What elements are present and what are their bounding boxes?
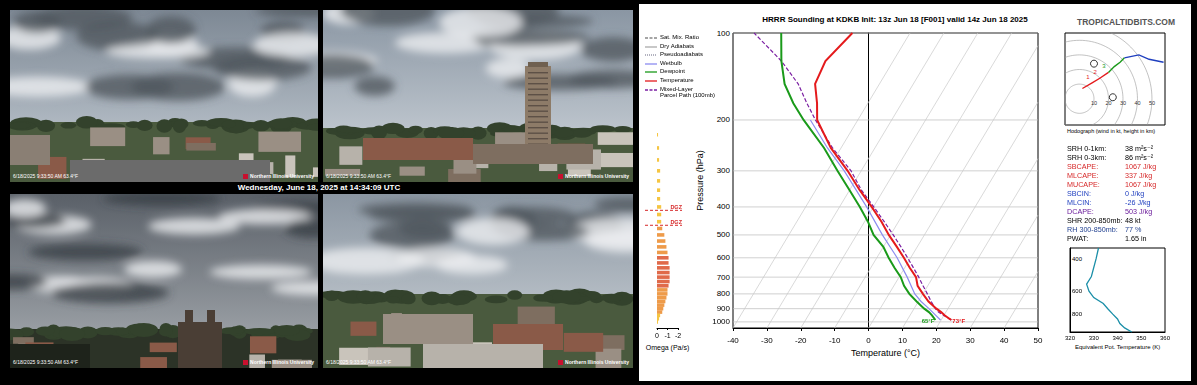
html-text:Wetbulb: Wetbulb (660, 59, 682, 66)
svg-text:50: 50 (1149, 100, 1155, 106)
svg-text:Equivalent Pot. Temperature (K: Equivalent Pot. Temperature (K) (1075, 344, 1160, 350)
svg-text:900: 900 (717, 304, 731, 313)
svg-text:Omega (Pa/s): Omega (Pa/s) (646, 344, 690, 352)
svg-text:50: 50 (1034, 336, 1043, 345)
html-text:86 m²s⁻²: 86 m²s⁻² (1125, 153, 1154, 162)
html-text:0 J/kg: 0 J/kg (1125, 189, 1145, 198)
svg-text:10: 10 (1091, 100, 1097, 106)
svg-text:40: 40 (1000, 336, 1009, 345)
html-text:6/18/2025 9:33:50 AM 63.4°F: 6/18/2025 9:33:50 AM 63.4°F (13, 173, 79, 179)
html-text:Northern Illinois University: Northern Illinois University (565, 359, 629, 365)
html-text:MLCAPE:: MLCAPE: (1067, 171, 1099, 180)
svg-text:65°F: 65°F (922, 318, 935, 324)
html-text:SBCIN:: SBCIN: (1067, 189, 1091, 198)
svg-text:800: 800 (1072, 311, 1083, 317)
html-text:503 J/kg: 503 J/kg (1125, 207, 1153, 216)
svg-text:30: 30 (966, 336, 975, 345)
svg-text:500: 500 (717, 230, 731, 239)
html-text:MUCAPE:: MUCAPE: (1067, 180, 1100, 189)
svg-text:20: 20 (1105, 100, 1111, 106)
html-text:SBCAPE:: SBCAPE: (1067, 162, 1099, 171)
html-text:-26 J/kg: -26 J/kg (1125, 198, 1151, 207)
svg-text:340: 340 (1112, 335, 1123, 341)
svg-text:600: 600 (717, 253, 731, 262)
html-text:6/18/2025 9:33:50 AM 63.4°F: 6/18/2025 9:33:50 AM 63.4°F (13, 359, 79, 365)
html-text:Mixed-Layer Parcel Path (100mb: Mixed-Layer Parcel Path (100mb) (660, 85, 715, 99)
svg-text:350: 350 (1136, 335, 1147, 341)
svg-text:0: 0 (866, 336, 871, 345)
svg-text:DGZ: DGZ (670, 204, 682, 210)
html-text:Dewpoint: Dewpoint (660, 68, 685, 75)
html-text:SRH 0-1km:: SRH 0-1km: (1067, 144, 1107, 153)
svg-text:320: 320 (1065, 335, 1076, 341)
svg-text:800: 800 (717, 289, 731, 298)
svg-text:10: 10 (898, 336, 907, 345)
html-text:Wednesday, June 18, 2025 at 14: Wednesday, June 18, 2025 at 14:34:09 UTC (237, 183, 401, 192)
html-text:PWAT:: PWAT: (1067, 234, 1089, 243)
svg-text:400: 400 (717, 202, 731, 211)
svg-text:Temperature (°C): Temperature (°C) (851, 348, 920, 358)
html-text:6/18/2025 9:33:50 AM 63.4°F: 6/18/2025 9:33:50 AM 63.4°F (326, 359, 392, 365)
html-text:HRRR Sounding at KDKB Init: 13: HRRR Sounding at KDKB Init: 13z Jun 18 [… (762, 15, 1028, 24)
svg-text:600: 600 (1072, 288, 1083, 294)
svg-text:360: 360 (1160, 335, 1171, 341)
html-text:337 J/kg: 337 J/kg (1125, 171, 1153, 180)
svg-text:73°F: 73°F (952, 318, 965, 324)
html-text:Pseudoadiabats: Pseudoadiabats (660, 51, 703, 58)
svg-text:2: 2 (1093, 69, 1097, 75)
html-text:Temperature: Temperature (660, 77, 694, 83)
svg-text:1: 1 (1086, 74, 1090, 80)
html-text:38 m²s⁻²: 38 m²s⁻² (1125, 144, 1154, 153)
svg-text:700: 700 (717, 273, 731, 282)
html-text:MLCIN:: MLCIN: (1067, 198, 1092, 207)
svg-text:-1: -1 (664, 332, 670, 339)
svg-text:DGZ: DGZ (670, 219, 682, 225)
svg-text:30: 30 (1120, 100, 1126, 106)
html-text:DCAPE:: DCAPE: (1067, 207, 1094, 216)
html-text:Northern Illinois University: Northern Illinois University (250, 173, 314, 179)
html-text:SHR 200-850mb: 48 kt: SHR 200-850mb: 48 kt (1067, 216, 1141, 225)
html-text:6/18/2025 9:33:50 AM 63.4°F: 6/18/2025 9:33:50 AM 63.4°F (326, 173, 392, 179)
html-text:1067 J/kg: 1067 J/kg (1125, 162, 1157, 171)
html-text:RH 300-850mb:: RH 300-850mb: (1067, 225, 1118, 234)
html-text:Northern Illinois University: Northern Illinois University (250, 359, 314, 365)
html-text:SRH 0-3km:: SRH 0-3km: (1067, 153, 1107, 162)
svg-text:1000: 1000 (712, 317, 730, 326)
html-text:77 %: 77 % (1125, 225, 1142, 234)
svg-text:20: 20 (932, 336, 941, 345)
html-text:TROPICALTIDBITS.COM: TROPICALTIDBITS.COM (1077, 17, 1176, 27)
html-text:Dry Adiabats: Dry Adiabats (660, 42, 694, 49)
html-text:Northern Illinois University: Northern Illinois University (565, 173, 629, 179)
svg-text:200: 200 (717, 115, 731, 124)
svg-text:-30: -30 (761, 336, 773, 345)
svg-text:-20: -20 (795, 336, 807, 345)
svg-text:-10: -10 (829, 336, 841, 345)
html-text:1067 J/kg: 1067 J/kg (1125, 180, 1157, 189)
svg-text:0: 0 (655, 332, 659, 339)
svg-text:-40: -40 (727, 336, 739, 345)
html-text:1.65 in: 1.65 in (1125, 234, 1147, 243)
svg-text:300: 300 (717, 166, 731, 175)
svg-text:-2: -2 (675, 332, 681, 339)
svg-text:400: 400 (1072, 256, 1083, 262)
svg-text:40: 40 (1134, 100, 1140, 106)
svg-text:Pressure (hPa): Pressure (hPa) (695, 150, 705, 211)
svg-text:330: 330 (1089, 335, 1100, 341)
html-text:Sat. Mix. Ratio: Sat. Mix. Ratio (660, 34, 699, 40)
svg-text:100: 100 (717, 29, 731, 38)
svg-text:3: 3 (1102, 63, 1106, 69)
html-text:Hodograph (wind in kt, height: Hodograph (wind in kt, height in km) (1067, 128, 1155, 134)
